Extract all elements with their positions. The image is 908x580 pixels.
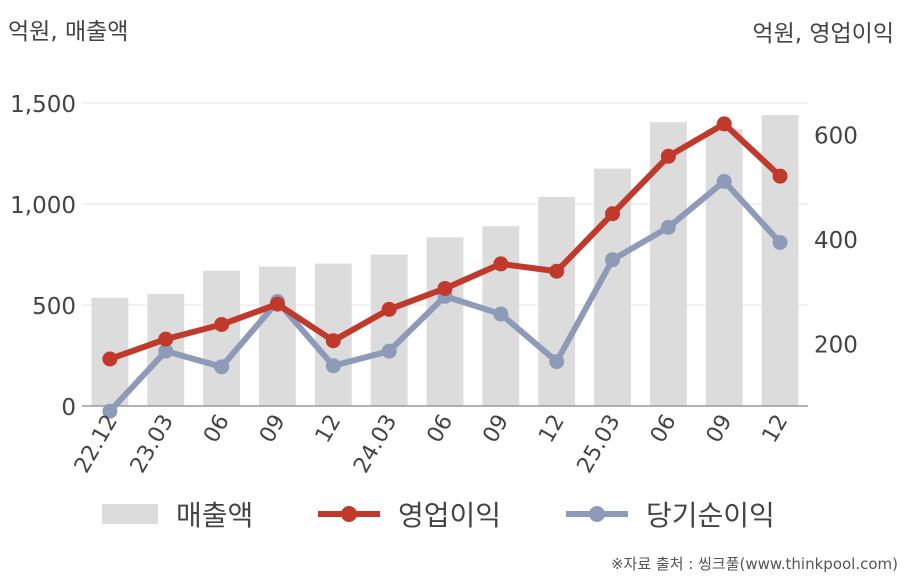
net-income-point [772, 234, 788, 250]
operating-profit-point [660, 148, 676, 164]
legend-swatch-operating-profit [318, 506, 380, 522]
legend-item-net-income: 당기순이익 [566, 492, 775, 536]
operating-profit-point [605, 206, 621, 222]
y-left-tick-label: 1,500 [10, 92, 76, 118]
legend-label-operating-profit: 영업이익 [398, 499, 502, 532]
x-tick-label: 06 [646, 411, 682, 448]
legend-label-net-income: 당기순이익 [646, 499, 775, 532]
revenue-bar [761, 115, 799, 407]
operating-profit-point [772, 168, 788, 184]
net-income-point [660, 219, 676, 235]
operating-profit-point [381, 301, 397, 317]
revenue-bar [705, 129, 743, 406]
net-income-point [214, 359, 230, 375]
x-tick-label: 24.03 [349, 411, 402, 478]
net-income-point [158, 343, 174, 359]
net-income-point [381, 343, 397, 359]
revenue-bar [649, 122, 687, 406]
operating-profit-point [549, 263, 565, 279]
x-tick-label: 12 [311, 411, 347, 448]
net-income-point [605, 252, 621, 268]
legend-swatch-net-income [566, 506, 628, 522]
operating-profit-point [437, 280, 453, 296]
revenue-bar [426, 237, 464, 406]
net-income-point [549, 354, 565, 370]
net-income-point [716, 173, 732, 189]
operating-profit-point [102, 351, 118, 367]
y-left-tick-label: 0 [61, 395, 76, 421]
y-right-tick-label: 200 [814, 332, 858, 358]
profit-lines [102, 116, 788, 419]
x-tick-label: 09 [478, 411, 514, 448]
y-right-tick-label: 400 [814, 228, 858, 254]
operating-profit-point [716, 116, 732, 132]
legend: 매출액 영업이익 당기순이익 [0, 492, 908, 536]
x-tick-label: 06 [199, 411, 235, 448]
x-tick-label: 06 [423, 411, 459, 448]
legend-swatch-revenue [102, 504, 158, 524]
x-tick-label: 12 [534, 411, 570, 448]
revenue-bar [203, 270, 241, 406]
x-tick-label: 23.03 [126, 411, 179, 478]
operating-profit-point [214, 317, 230, 333]
legend-item-revenue: 매출액 [102, 492, 253, 536]
net-income-point [325, 358, 341, 374]
x-tick-label: 25.03 [573, 411, 626, 478]
right-axis-unit: 억원, 영업이익 [752, 21, 894, 47]
y-right-tick-label: 600 [814, 123, 858, 149]
x-tick-label: 09 [255, 411, 291, 448]
x-tick-label: 09 [702, 411, 738, 448]
y-left-tick-label: 500 [32, 294, 76, 320]
revenue-bar [370, 254, 408, 406]
y-left-tick-label: 1,000 [10, 193, 76, 219]
legend-label-revenue: 매출액 [176, 499, 254, 532]
left-axis-unit: 억원, 매출액 [8, 19, 129, 45]
x-tick-label: 22.12 [70, 411, 123, 478]
net-income-point [493, 306, 509, 322]
operating-profit-point [325, 333, 341, 349]
x-tick-label: 12 [758, 411, 794, 448]
legend-item-operating-profit: 영업이익 [318, 492, 501, 536]
operating-profit-point [158, 331, 174, 347]
revenue-bar [259, 266, 296, 406]
operating-profit-point [493, 256, 509, 272]
data-source-note: ※자료 출처 : 씽크풀(www.thinkpool.com) [610, 555, 898, 573]
net-income-point [102, 403, 118, 419]
revenue-bar [538, 196, 576, 406]
operating-profit-point [269, 296, 285, 312]
revenue-bars [91, 115, 799, 407]
